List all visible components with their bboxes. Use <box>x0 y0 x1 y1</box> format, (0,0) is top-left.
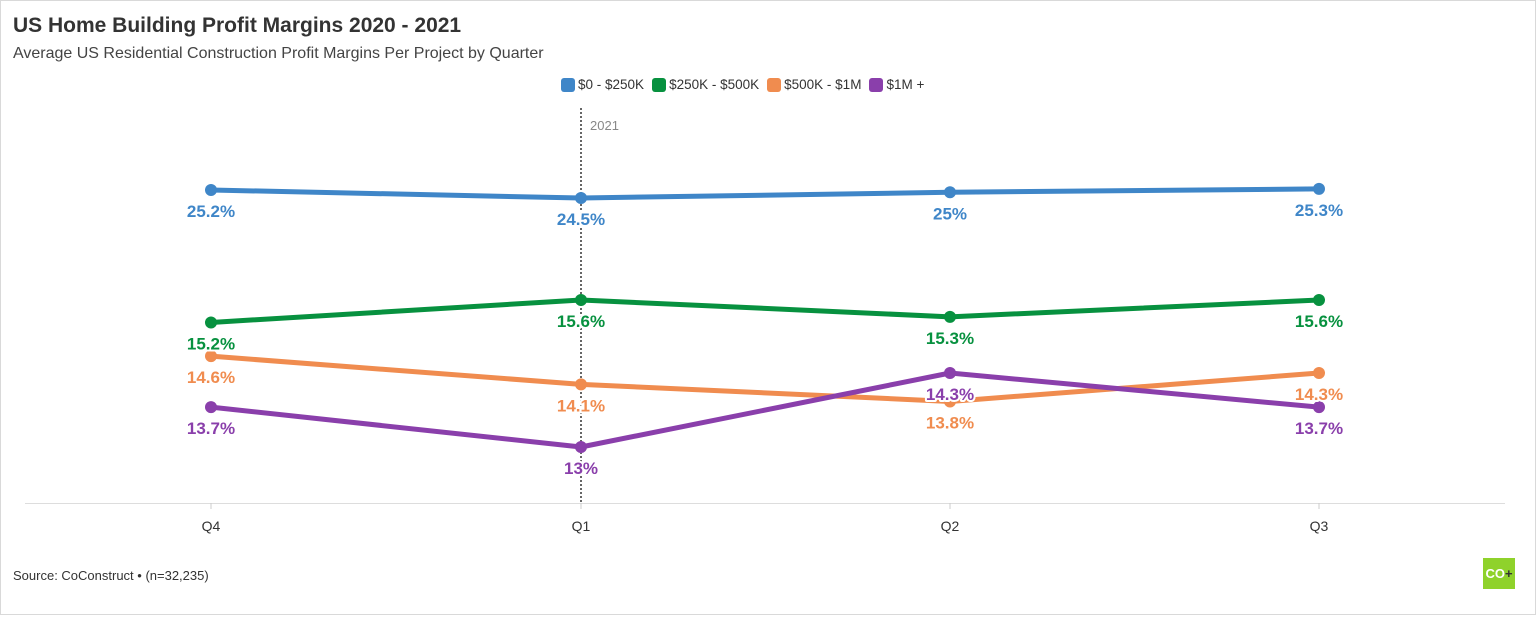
data-point <box>944 310 956 323</box>
data-point <box>205 401 217 414</box>
x-tick-label: Q3 <box>1310 518 1329 534</box>
series-line <box>210 297 1320 325</box>
data-point <box>1313 182 1325 195</box>
x-tick-label: Q4 <box>202 518 221 534</box>
data-label: 13% <box>564 459 598 478</box>
data-point <box>205 350 217 363</box>
data-label: 15.6% <box>557 312 605 331</box>
data-point <box>944 395 956 408</box>
data-point <box>575 378 587 391</box>
data-label: 14.6% <box>187 368 235 387</box>
source-note: Source: CoConstruct • (n=32,235) <box>13 568 209 583</box>
data-point <box>205 316 217 329</box>
data-label: 13.7% <box>187 419 235 438</box>
chart-subtitle: Average US Residential Construction Prof… <box>13 45 544 62</box>
data-label: 13.8% <box>926 413 974 432</box>
legend-item[interactable]: $1M + <box>869 77 924 92</box>
legend-item[interactable]: $0 - $250K <box>561 77 644 92</box>
data-point <box>1313 294 1325 306</box>
legend-label: $1M + <box>886 77 925 92</box>
year-annotation: 2021 <box>590 118 619 133</box>
legend-item[interactable]: $500K - $1M <box>767 77 861 92</box>
series-line <box>210 186 1320 201</box>
legend-swatch <box>652 77 667 92</box>
chart-title: US Home Building Profit Margins 2020 - 2… <box>13 14 462 37</box>
legend-label: $250K - $500K <box>669 77 760 92</box>
data-point <box>944 367 956 379</box>
series-line <box>210 353 1320 404</box>
data-label: 25% <box>933 204 967 223</box>
data-label: 15.2% <box>187 334 235 353</box>
legend-item[interactable]: $250K - $500K <box>652 77 759 92</box>
data-point <box>575 441 587 453</box>
x-tick-label: Q1 <box>572 518 591 534</box>
data-point <box>575 192 587 205</box>
legend-label: $0 - $250K <box>578 77 645 92</box>
legend-label: $500K - $1M <box>784 77 862 92</box>
x-tick-label: Q2 <box>941 518 960 534</box>
data-point <box>1313 367 1325 379</box>
data-label: 25.3% <box>1295 201 1343 220</box>
data-label: 14.3% <box>1295 385 1343 404</box>
data-label: 15.6% <box>1295 312 1343 331</box>
data-label: 24.5% <box>557 210 605 229</box>
data-label: 14.1% <box>557 396 605 415</box>
legend: $0 - $250K $250K - $500K $500K - $1M $1M + <box>561 77 928 92</box>
data-label: 14.3% <box>926 385 974 404</box>
data-label: 13.7% <box>1295 419 1343 438</box>
data-point <box>205 184 217 196</box>
data-label: 25.2% <box>187 202 235 221</box>
legend-swatch <box>767 77 782 92</box>
data-point <box>575 294 587 306</box>
data-point <box>1313 401 1325 414</box>
series-line <box>210 370 1320 450</box>
legend-swatch <box>561 77 575 92</box>
legend-swatch <box>869 77 884 92</box>
coconstruct-logo: CO + <box>1483 558 1515 589</box>
data-point <box>944 186 956 199</box>
data-label: 15.3% <box>926 329 974 348</box>
